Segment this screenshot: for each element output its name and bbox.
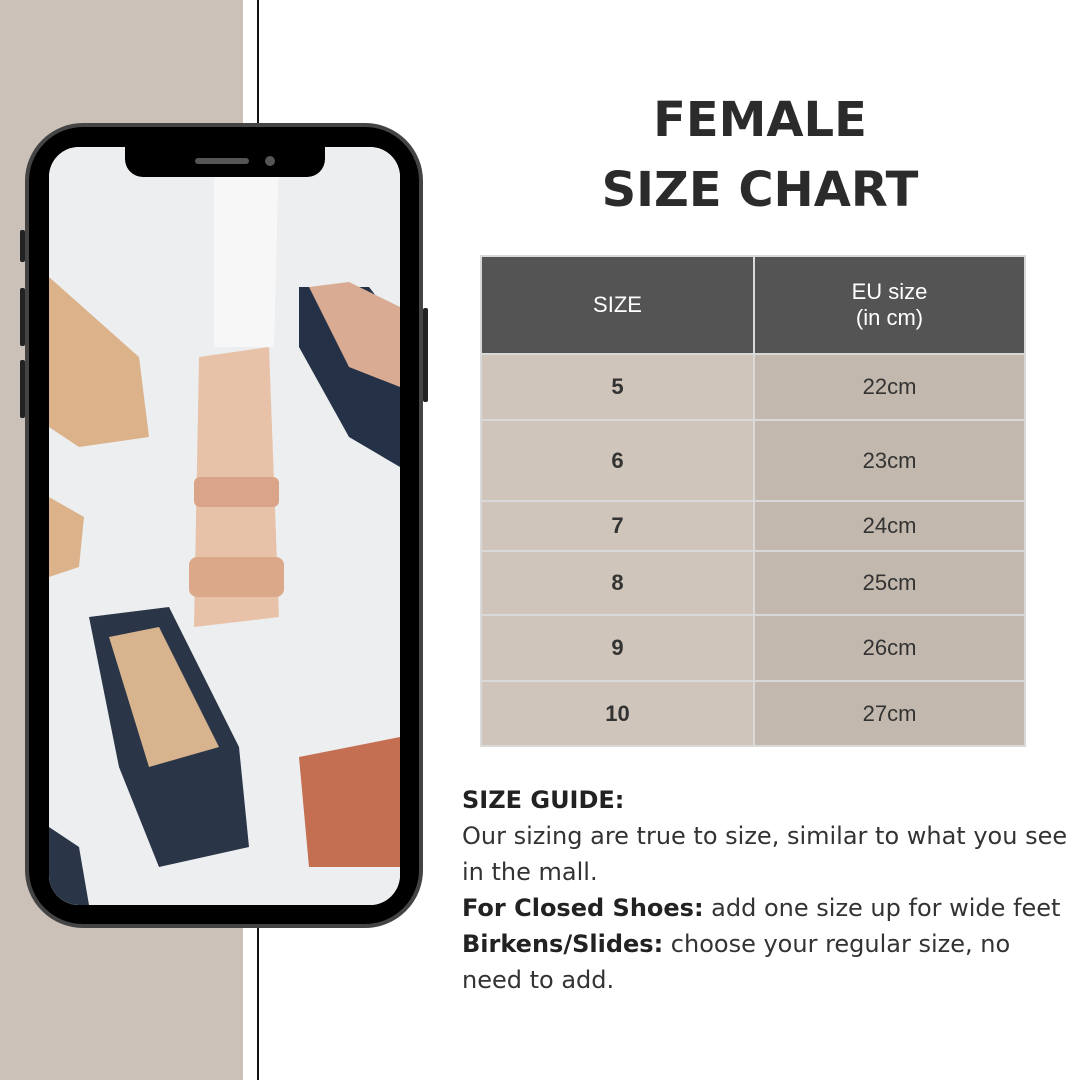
size-cell: 6 — [480, 419, 755, 502]
sandals-photo — [49, 147, 400, 905]
table-row: 10 27cm — [480, 680, 1026, 747]
phone-button — [20, 288, 25, 346]
size-cell: 10 — [480, 680, 755, 747]
table-row: 5 22cm — [480, 353, 1026, 421]
guide-line1: Our sizing are true to size, similar to … — [462, 822, 1068, 886]
eu-cell: 23cm — [753, 419, 1026, 502]
phone-button — [423, 308, 428, 402]
speaker-icon — [195, 158, 249, 164]
eu-cell: 27cm — [753, 680, 1026, 747]
title-line2: SIZE CHART — [601, 162, 919, 218]
title-line1: FEMALE — [653, 92, 867, 148]
eu-cell: 26cm — [753, 614, 1026, 682]
table-row: 9 26cm — [480, 614, 1026, 682]
table-row: 6 23cm — [480, 419, 1026, 502]
birkens-text: choose your regular size, no need to add… — [462, 930, 1011, 994]
eu-cell: 24cm — [753, 500, 1026, 552]
size-cell: 5 — [480, 353, 755, 421]
table-row: 7 24cm — [480, 500, 1026, 552]
eu-cell: 25cm — [753, 550, 1026, 616]
size-cell: 9 — [480, 614, 755, 682]
table-header: SIZE EU size (in cm) — [480, 255, 1026, 355]
closed-label: For Closed Shoes: — [462, 894, 704, 922]
closed-text: add one size up for wide feet — [703, 894, 1061, 922]
camera-icon — [265, 156, 275, 166]
size-cell: 7 — [480, 500, 755, 552]
phone-button — [20, 230, 25, 262]
birkens-label: Birkens/Slides: — [462, 930, 664, 958]
size-cell: 8 — [480, 550, 755, 616]
eu-cell: 22cm — [753, 353, 1026, 421]
phone-mockup — [25, 123, 423, 928]
header-eu: EU size (in cm) — [753, 255, 1026, 355]
phone-button — [20, 360, 25, 418]
size-table: SIZE EU size (in cm) 5 22cm 6 23cm 7 24cm 8… — [480, 255, 1026, 747]
phone-notch — [125, 147, 325, 177]
header-size: SIZE — [480, 255, 755, 355]
guide-heading: SIZE GUIDE: — [462, 786, 625, 814]
size-guide: SIZE GUIDE: Our sizing are true to size,… — [462, 782, 1072, 998]
table-row: 8 25cm — [480, 550, 1026, 616]
